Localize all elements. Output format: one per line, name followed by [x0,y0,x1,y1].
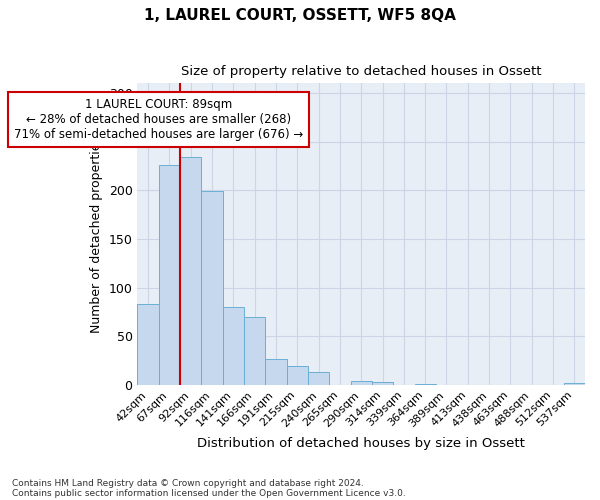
Bar [202,192,223,385]
Text: Contains public sector information licensed under the Open Government Licence v3: Contains public sector information licen… [12,488,406,498]
Bar [350,381,372,385]
Bar [308,372,329,385]
Bar [265,358,287,385]
Bar [372,382,393,385]
Text: Contains HM Land Registry data © Crown copyright and database right 2024.: Contains HM Land Registry data © Crown c… [12,478,364,488]
Text: 1, LAUREL COURT, OSSETT, WF5 8QA: 1, LAUREL COURT, OSSETT, WF5 8QA [144,8,456,22]
Bar [159,165,180,385]
Bar [287,366,308,385]
Bar [137,304,159,385]
Bar [223,307,244,385]
Title: Size of property relative to detached houses in Ossett: Size of property relative to detached ho… [181,65,541,78]
Bar [244,316,265,385]
Bar [563,383,585,385]
X-axis label: Distribution of detached houses by size in Ossett: Distribution of detached houses by size … [197,437,525,450]
Y-axis label: Number of detached properties: Number of detached properties [90,136,103,332]
Bar [415,384,436,385]
Text: 1 LAUREL COURT: 89sqm
← 28% of detached houses are smaller (268)
71% of semi-det: 1 LAUREL COURT: 89sqm ← 28% of detached … [14,98,304,141]
Bar [180,157,202,385]
